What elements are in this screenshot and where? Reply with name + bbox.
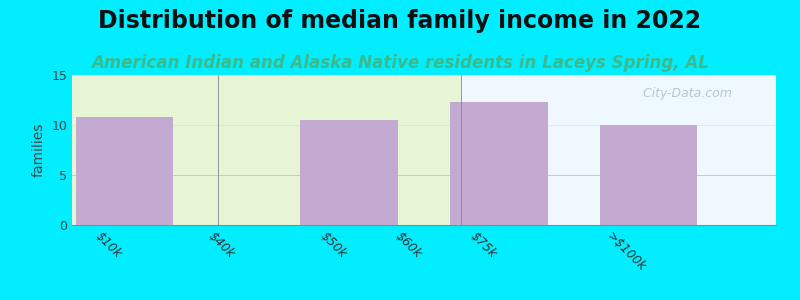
Bar [72,75,462,225]
Y-axis label: families: families [32,123,46,177]
Text: Distribution of median family income in 2022: Distribution of median family income in … [98,9,702,33]
Bar [76,117,173,225]
Bar [462,75,776,225]
Bar [600,125,698,225]
Bar [301,119,398,225]
Text: American Indian and Alaska Native residents in Laceys Spring, AL: American Indian and Alaska Native reside… [91,54,709,72]
Bar [450,102,547,225]
Text: City-Data.com: City-Data.com [635,87,732,100]
